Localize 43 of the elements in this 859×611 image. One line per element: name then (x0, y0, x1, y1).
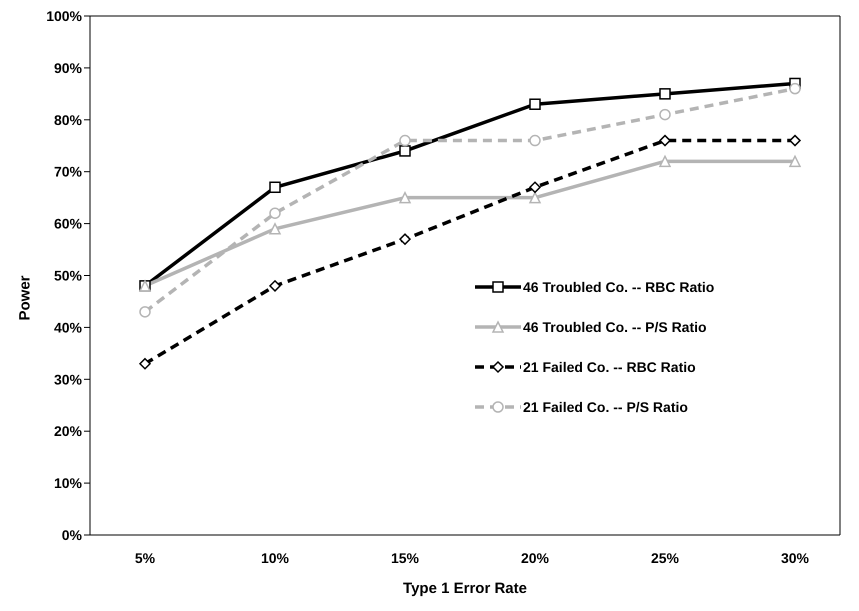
y-tick-label: 90% (54, 60, 83, 76)
point (789, 156, 801, 168)
y-axis-title: Power (16, 275, 34, 321)
y-tick-label: 20% (54, 423, 83, 440)
x-tick-label: 25% (650, 550, 680, 566)
y-tick-label: 60% (54, 216, 83, 232)
x-tick-label: 10% (260, 550, 290, 566)
point (139, 358, 151, 370)
point (399, 192, 411, 204)
point (789, 82, 801, 94)
y-tick-label: 40% (54, 319, 83, 336)
point (659, 108, 671, 120)
point (789, 134, 801, 146)
legend-label: 21 Failed Co. -- RBC Ratio (523, 359, 696, 375)
x-axis-title: Type 1 Error Rate (403, 580, 527, 597)
point (529, 182, 541, 194)
x-tick-label: 15% (390, 550, 420, 566)
point (529, 98, 541, 110)
point (139, 306, 151, 318)
point (399, 145, 411, 157)
point (659, 156, 671, 168)
y-tick-label: 100% (46, 8, 83, 24)
y-tick-label: 80% (54, 112, 83, 128)
x-tick-label: 5% (134, 550, 156, 566)
x-tick-label: 30% (780, 550, 810, 566)
y-tick-label: 30% (54, 371, 83, 388)
y-tick-label: 70% (54, 164, 83, 180)
legend-label: 46 Troubled Co. -- RBC Ratio (523, 279, 714, 295)
point (659, 88, 671, 100)
point (269, 280, 281, 292)
point (529, 192, 541, 204)
point (269, 182, 281, 194)
legend-label: 46 Troubled Co. -- P/S Ratio (523, 319, 707, 335)
y-tick-label: 10% (54, 475, 83, 492)
point (269, 223, 281, 235)
point (399, 233, 411, 245)
y-tick-label: 50% (54, 267, 83, 284)
point (269, 207, 281, 219)
y-tick-label: 0% (62, 526, 83, 543)
point (529, 134, 541, 146)
x-tick-label: 20% (520, 550, 550, 566)
point (399, 134, 411, 146)
legend-label: 21 Failed Co. -- P/S Ratio (523, 399, 688, 415)
